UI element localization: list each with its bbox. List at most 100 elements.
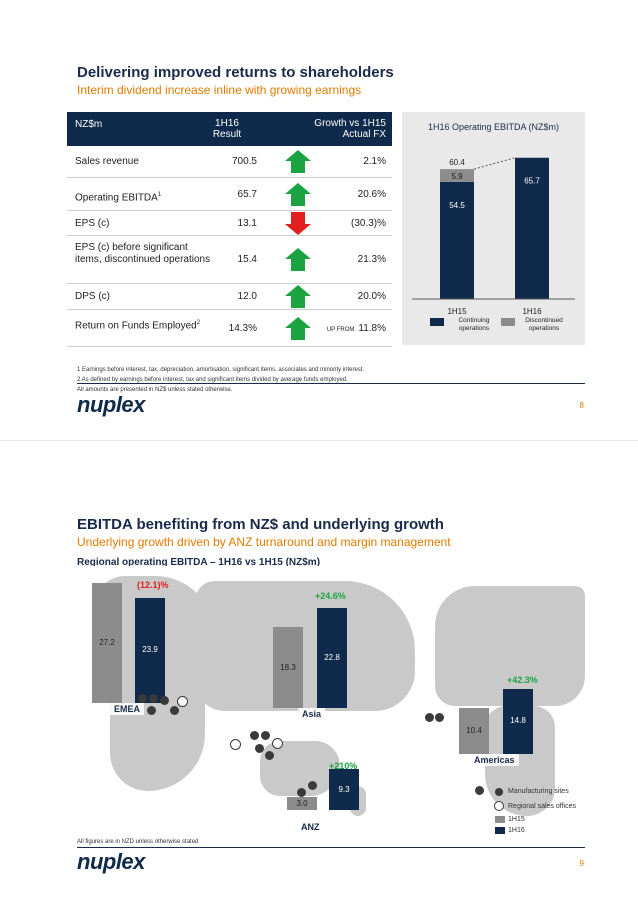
footer-rule xyxy=(77,383,585,384)
australia-landmass xyxy=(260,741,340,796)
table-row: Return on Funds Employed2 14.3% UP FROM 11.… xyxy=(67,310,392,347)
site-marker xyxy=(250,731,259,740)
site-marker xyxy=(170,706,179,715)
row-label-text: Operating EBITDA xyxy=(75,191,158,203)
bar-value-label: 5.9 xyxy=(451,172,463,181)
legend-sales-icon xyxy=(494,801,504,811)
header-nzm: NZ$m xyxy=(75,119,103,130)
footnote-ref: 2 xyxy=(196,319,201,326)
row-growth: UP FROM 11.8% xyxy=(327,323,386,334)
row-value: 13.1 xyxy=(237,217,257,229)
row-value: 65.7 xyxy=(237,188,257,200)
site-marker xyxy=(265,751,274,760)
nuplex-logo: nuplex xyxy=(77,849,145,874)
region-label-emea: EMEA xyxy=(110,703,145,715)
row-label: Return on Funds Employed2 xyxy=(75,317,215,332)
site-marker xyxy=(147,706,156,715)
pct-asia: +24.6% xyxy=(315,591,346,601)
slide-8: Delivering improved returns to sharehold… xyxy=(0,0,638,430)
bar-emea-1h16: 23.9 xyxy=(135,597,165,703)
row-value: 12.0 xyxy=(237,291,257,302)
header-growth-fx: Actual FX xyxy=(342,129,386,140)
slide-title: EBITDA benefiting from NZ$ and underlyin… xyxy=(77,516,444,533)
sales-office-marker xyxy=(177,696,188,707)
legend-discontinued: operations xyxy=(529,325,560,332)
operating-ebitda-chart: 1H16 Operating EBITDA (NZ$m) 54.5 5.9 60.4… xyxy=(402,112,585,345)
row-label-text: DPS (c) xyxy=(75,291,110,302)
pct-anz: +210% xyxy=(329,761,358,771)
bar-value-label: 14.8 xyxy=(510,716,526,726)
growth-value: 11.8% xyxy=(358,322,386,334)
region-label-anz: ANZ xyxy=(297,821,324,833)
chart-title: 1H16 Operating EBITDA (NZ$m) xyxy=(427,122,560,132)
row-value: 700.5 xyxy=(231,156,257,167)
arrow-up-icon xyxy=(285,182,311,207)
bar-anz-1h15: 3.0 xyxy=(287,796,317,810)
pct-americas: +42.3% xyxy=(507,675,538,685)
x-tick-label: 1H16 xyxy=(522,307,542,316)
legend-continuing-swatch xyxy=(430,318,444,326)
footer-rule xyxy=(77,847,585,848)
row-label-text: EPS (c) before significant items, discon… xyxy=(75,242,211,265)
bar-discontinued xyxy=(440,169,474,182)
footnotes: 1 Earnings before interest, tax, depreci… xyxy=(77,365,364,395)
row-label: EPS (c) before significant items, discon… xyxy=(75,242,215,266)
nuplex-logo: nuplex xyxy=(77,392,145,417)
footnote-ref: 1 xyxy=(157,191,162,198)
legend-manufacturing-icon xyxy=(495,788,503,796)
arrow-down-icon xyxy=(285,211,311,236)
bar-americas-1h15: 10.4 xyxy=(459,708,489,754)
row-value: 15.4 xyxy=(237,254,257,265)
site-marker xyxy=(138,694,147,703)
slide-title: Delivering improved returns to sharehold… xyxy=(77,64,394,81)
header-result-label: Result xyxy=(212,129,242,140)
site-marker xyxy=(160,696,169,705)
bar-value-label: 27.2 xyxy=(99,638,115,648)
sales-office-marker xyxy=(272,738,283,749)
bar-total-label: 60.4 xyxy=(449,158,465,167)
arrow-up-icon xyxy=(285,248,311,272)
site-marker xyxy=(308,781,317,790)
footnote-1: 1 Earnings before interest, tax, depreci… xyxy=(77,367,365,373)
world-map: 27.2 23.9 18.3 22.8 10.4 14.8 3.0 9.3 EMEA Asia… xyxy=(65,566,585,841)
legend-discontinued: Discontinued xyxy=(525,317,563,324)
row-label-text: Return on Funds Employed xyxy=(75,319,197,331)
slide-9: EBITDA benefiting from NZ$ and underlyin… xyxy=(0,440,638,903)
table-row: Sales revenue 700.5 2.1% xyxy=(67,146,392,178)
growth-value: 20.6% xyxy=(357,188,386,200)
site-marker xyxy=(475,786,484,795)
region-label-asia: Asia xyxy=(298,708,326,720)
header-growth: Growth vs 1H15 Actual FX xyxy=(314,118,386,140)
row-label: EPS (c) xyxy=(75,218,215,230)
footnote-2: 2 As defined by earnings before interest… xyxy=(77,377,348,383)
site-marker xyxy=(435,713,444,722)
asia-landmass xyxy=(195,581,415,711)
sales-office-marker xyxy=(230,739,241,750)
bar-value-label: 65.7 xyxy=(524,177,540,186)
slide-subtitle: Interim dividend increase inline with gr… xyxy=(77,83,362,97)
bar-americas-1h16: 14.8 xyxy=(503,688,533,754)
row-growth: (30.3)% xyxy=(351,218,386,229)
site-marker xyxy=(425,713,434,722)
row-growth: 20.0% xyxy=(358,291,386,302)
bar-asia-1h15: 18.3 xyxy=(273,627,303,708)
arrow-up-icon xyxy=(285,285,311,309)
site-marker xyxy=(297,788,306,797)
x-tick-label: 1H15 xyxy=(447,307,467,316)
connector-line xyxy=(473,157,516,170)
table-row: EPS (c) before significant items, discon… xyxy=(67,236,392,284)
growth-prefix: UP FROM xyxy=(326,326,355,333)
site-marker xyxy=(149,694,158,703)
table-header: NZ$m 1H16 Result Growth vs 1H15 Actual F… xyxy=(67,112,392,146)
bar-value-label: 3.0 xyxy=(296,798,308,808)
row-growth: 21.3% xyxy=(358,254,386,265)
table-row: DPS (c) 12.0 20.0% xyxy=(67,284,392,310)
bar-value-label: 18.3 xyxy=(280,662,296,672)
bar-continuing xyxy=(440,181,474,299)
table-row: EPS (c) 13.1 (30.3)% xyxy=(67,211,392,236)
bar-value-label: 23.9 xyxy=(142,645,158,655)
growth-value: 2.1% xyxy=(363,156,386,167)
row-label: Sales revenue xyxy=(75,156,215,168)
legend-continuing: operations xyxy=(459,325,490,332)
legend-continuing: Continuing xyxy=(458,317,489,324)
